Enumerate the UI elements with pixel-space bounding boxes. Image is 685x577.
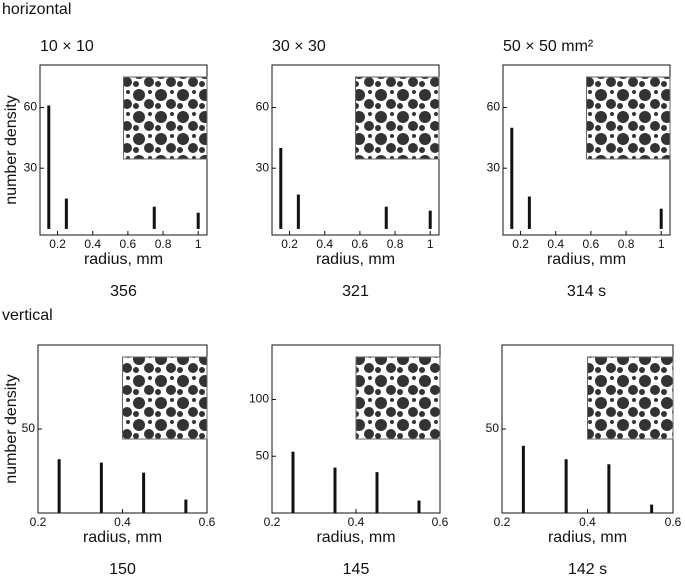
y-tick-label: 50 bbox=[256, 448, 270, 462]
annotation: 314 s bbox=[567, 283, 606, 300]
bar bbox=[384, 206, 388, 229]
bar bbox=[659, 208, 663, 229]
bar bbox=[521, 445, 525, 513]
bar bbox=[291, 451, 295, 513]
annotation: 150 bbox=[109, 561, 136, 577]
bar bbox=[510, 127, 514, 229]
y-axis-label: number density bbox=[3, 374, 20, 483]
x-tick-label: 0.4 bbox=[316, 237, 333, 251]
bar bbox=[650, 504, 654, 513]
panel-title: 50 × 50 mm² bbox=[503, 38, 594, 55]
x-tick-label: 0.8 bbox=[618, 237, 635, 251]
y-tick-label: 50 bbox=[22, 421, 36, 435]
panel-title: 30 × 30 bbox=[272, 38, 326, 55]
x-tick-label: 1 bbox=[427, 237, 434, 251]
inset-image bbox=[123, 76, 208, 160]
x-tick-label: 0.2 bbox=[281, 237, 298, 251]
inset-image bbox=[355, 356, 441, 440]
x-axis-label: radius, mm bbox=[316, 529, 395, 546]
y-tick-label: 60 bbox=[24, 100, 38, 114]
x-tick-label: 0.2 bbox=[512, 237, 529, 251]
y-tick-label: 30 bbox=[24, 160, 38, 174]
x-tick-label: 0.6 bbox=[352, 237, 369, 251]
y-tick-label: 100 bbox=[249, 392, 269, 406]
x-tick-label: 0.6 bbox=[583, 237, 600, 251]
bar bbox=[64, 198, 68, 229]
bar bbox=[375, 472, 379, 513]
bar bbox=[279, 147, 283, 229]
x-axis-label: radius, mm bbox=[548, 529, 627, 546]
x-tick-label: 0.2 bbox=[49, 237, 66, 251]
x-tick-label: 0.6 bbox=[120, 237, 137, 251]
x-tick-label: 0.4 bbox=[114, 515, 131, 529]
y-tick-label: 60 bbox=[487, 100, 501, 114]
x-tick-label: 0.4 bbox=[84, 237, 101, 251]
row-label: vertical bbox=[2, 307, 53, 324]
y-axis-label: number density bbox=[3, 95, 20, 204]
annotation: 142 s bbox=[568, 561, 607, 577]
bar bbox=[152, 206, 156, 229]
bar bbox=[527, 196, 531, 229]
x-tick-label: 0.2 bbox=[494, 515, 511, 529]
bar bbox=[607, 464, 611, 513]
bar bbox=[184, 499, 188, 513]
inset-image bbox=[355, 76, 440, 160]
x-tick-label: 0.8 bbox=[155, 237, 172, 251]
bar bbox=[196, 212, 200, 229]
inset-image bbox=[122, 356, 208, 440]
annotation: 321 bbox=[342, 283, 369, 300]
annotation: 356 bbox=[110, 283, 137, 300]
bar bbox=[47, 105, 51, 229]
x-axis-label: radius, mm bbox=[83, 529, 162, 546]
bar bbox=[564, 459, 568, 513]
bar bbox=[142, 472, 146, 513]
x-tick-label: 0.4 bbox=[348, 515, 365, 529]
y-tick-label: 30 bbox=[256, 160, 270, 174]
x-axis-label: radius, mm bbox=[316, 251, 395, 268]
inset-image bbox=[586, 76, 671, 160]
row-label: horizontal bbox=[2, 1, 71, 18]
bar bbox=[296, 194, 300, 229]
inset-image bbox=[587, 356, 674, 440]
y-tick-label: 30 bbox=[487, 160, 501, 174]
x-tick-label: 0.6 bbox=[199, 515, 216, 529]
bar bbox=[333, 467, 337, 513]
x-tick-label: 1 bbox=[658, 237, 665, 251]
x-tick-label: 0.2 bbox=[264, 515, 281, 529]
x-axis-label: radius, mm bbox=[547, 251, 626, 268]
x-tick-label: 1 bbox=[195, 237, 202, 251]
x-tick-label: 0.4 bbox=[579, 515, 596, 529]
bar bbox=[428, 210, 432, 229]
x-tick-label: 0.6 bbox=[432, 515, 449, 529]
x-tick-label: 0.6 bbox=[665, 515, 682, 529]
y-tick-label: 60 bbox=[256, 100, 270, 114]
bar bbox=[57, 459, 61, 513]
panel-title: 10 × 10 bbox=[40, 38, 94, 55]
x-tick-label: 0.8 bbox=[387, 237, 404, 251]
x-tick-label: 0.4 bbox=[547, 237, 564, 251]
x-tick-label: 0.2 bbox=[30, 515, 47, 529]
annotation: 145 bbox=[343, 561, 370, 577]
bar bbox=[417, 500, 421, 513]
bar bbox=[99, 462, 103, 513]
x-axis-label: radius, mm bbox=[84, 251, 163, 268]
y-tick-label: 50 bbox=[486, 421, 500, 435]
